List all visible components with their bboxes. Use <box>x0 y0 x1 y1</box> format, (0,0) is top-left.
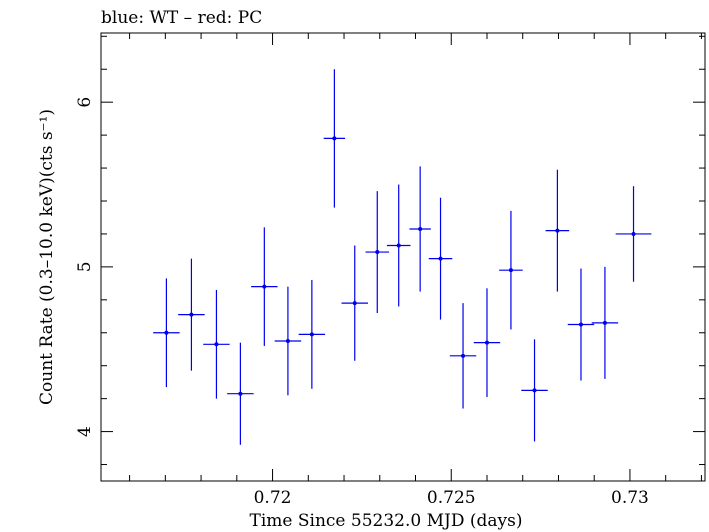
point-marker <box>262 284 267 289</box>
point-marker <box>602 320 607 325</box>
point-marker <box>396 243 401 248</box>
y-tick-label: 6 <box>75 97 95 108</box>
data-point <box>274 286 302 396</box>
data-point <box>227 342 254 445</box>
x-tick-label: 0.73 <box>611 488 649 508</box>
point-marker <box>332 136 337 141</box>
y-axis: 4 5 6 <box>75 35 705 466</box>
point-marker <box>461 353 466 358</box>
y-tick-label: 4 <box>75 426 95 437</box>
data-point <box>499 210 523 330</box>
data-point <box>323 69 346 208</box>
point-marker <box>418 227 423 231</box>
point-marker <box>631 231 636 236</box>
data-point <box>409 166 431 292</box>
point-marker <box>164 330 169 335</box>
point-marker <box>352 301 357 306</box>
data-point <box>365 191 390 313</box>
data-point <box>203 289 230 399</box>
point-marker <box>532 388 537 393</box>
data-point <box>251 227 278 346</box>
x-tick-label: 0.72 <box>254 488 292 508</box>
x-axis-label: Time Since 55232.0 MJD (days) <box>250 511 523 531</box>
data-point <box>473 288 501 397</box>
data-point <box>521 339 548 442</box>
data-point <box>615 186 652 282</box>
point-marker <box>508 268 513 273</box>
y-tick-label: 5 <box>75 261 95 272</box>
chart-title: blue: WT – red: PC <box>101 8 262 28</box>
point-marker <box>214 342 219 347</box>
data-point <box>591 266 619 379</box>
data-point <box>341 245 368 361</box>
point-marker <box>484 340 489 345</box>
data-point <box>153 278 180 388</box>
point-marker <box>555 228 560 233</box>
point-marker <box>438 256 443 261</box>
y-axis-label: Count Rate (0.3–10.0 keV)(cts s⁻¹) <box>37 109 57 405</box>
point-marker <box>578 322 583 327</box>
data-point <box>567 268 595 381</box>
data-point <box>298 280 326 389</box>
data-point <box>449 303 477 409</box>
point-marker <box>375 250 380 255</box>
data-point <box>545 169 570 292</box>
point-marker <box>189 312 194 317</box>
x-axis: 0.72 0.725 0.73 <box>129 33 702 508</box>
point-marker <box>238 391 243 396</box>
wt-series <box>153 69 652 445</box>
x-tick-label: 0.725 <box>427 488 476 508</box>
point-marker <box>285 339 290 343</box>
point-marker <box>309 332 314 337</box>
plot-frame <box>100 32 706 482</box>
data-point <box>178 258 205 371</box>
data-point <box>386 184 411 307</box>
data-point <box>428 197 453 320</box>
